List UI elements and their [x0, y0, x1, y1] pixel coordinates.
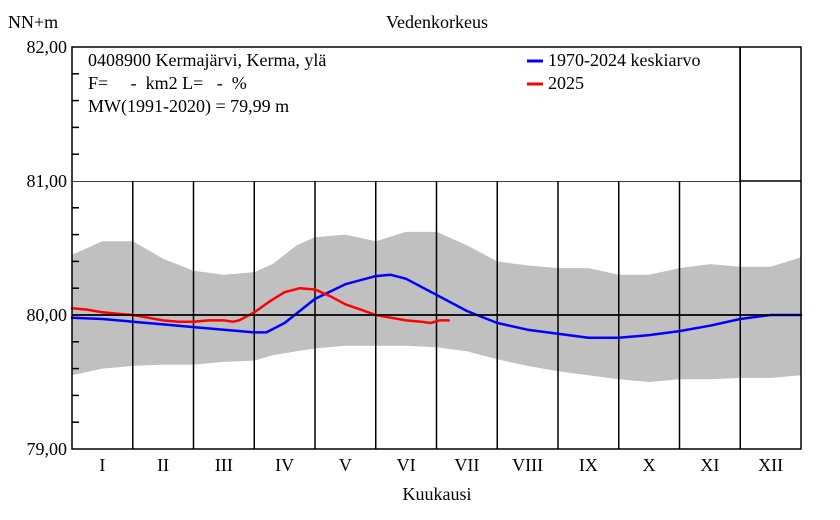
series-layer — [70, 273, 803, 340]
month-label: V — [339, 455, 352, 475]
legend-label-2025: 2025 — [548, 73, 584, 93]
legend: 1970-2024 keskiarvo 2025 — [527, 50, 700, 93]
y-tick-label: 82,00 — [27, 37, 68, 57]
series-line-mean — [70, 273, 803, 340]
month-label: IX — [579, 455, 598, 475]
month-label: VII — [454, 455, 479, 475]
info-box — [72, 47, 740, 181]
month-label: II — [157, 455, 169, 475]
month-label: VI — [397, 455, 416, 475]
y-tick-label: 81,00 — [27, 171, 68, 191]
mean-water-level: MW(1991-2020) = 79,99 m — [88, 96, 289, 117]
station-name: 0408900 Kermajärvi, Kerma, ylä — [88, 50, 326, 70]
month-label: XII — [758, 455, 783, 475]
month-label: VIII — [512, 455, 543, 475]
catchment-info: F= - km2 L= - % — [88, 73, 247, 93]
month-label: X — [643, 455, 656, 475]
plot-frame — [71, 46, 802, 450]
x-axis-label: Kuukausi — [403, 484, 472, 504]
chart-title: Vedenkorkeus — [386, 12, 488, 32]
month-label: XI — [700, 455, 719, 475]
month-label: I — [99, 455, 105, 475]
y-tick-label: 79,00 — [27, 439, 68, 459]
series-line-2025 — [70, 286, 450, 325]
y-tick-label: 80,00 — [27, 305, 68, 325]
month-label: III — [215, 455, 233, 475]
y-axis-label: NN+m — [8, 12, 58, 32]
month-label: IV — [275, 455, 294, 475]
legend-label-mean: 1970-2024 keskiarvo — [548, 50, 700, 70]
